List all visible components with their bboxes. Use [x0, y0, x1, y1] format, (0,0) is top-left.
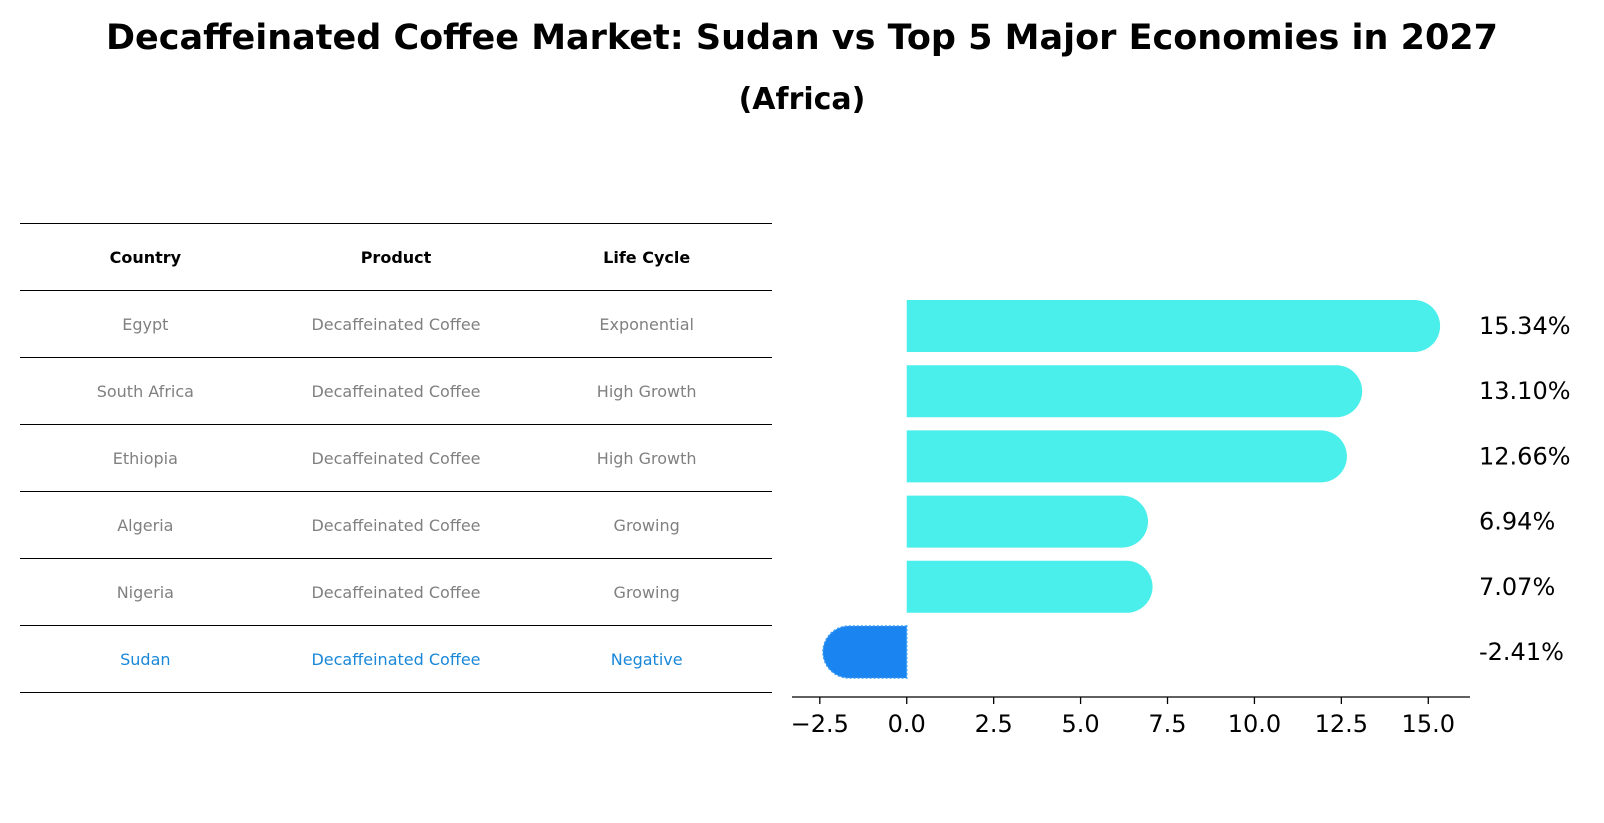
cell-product: Decaffeinated Coffee	[311, 381, 481, 401]
bar-ethiopia	[906, 430, 1347, 483]
x-tick-label: 5.0	[1061, 710, 1099, 738]
cell-product: Decaffeinated Coffee	[311, 515, 481, 535]
cell-country: Algeria	[117, 515, 174, 535]
cell-product: Decaffeinated Coffee	[311, 314, 481, 334]
table-row: Ethiopia Decaffeinated Coffee High Growt…	[20, 425, 772, 492]
table-row: South Africa Decaffeinated Coffee High G…	[20, 358, 772, 425]
table-row: Egypt Decaffeinated Coffee Exponential	[20, 291, 772, 358]
table-row: Nigeria Decaffeinated Coffee Growing	[20, 559, 772, 626]
cell-life-cycle: Growing	[613, 582, 680, 602]
header-country: Country	[109, 247, 182, 267]
table-header-row: Country Product Life Cycle	[20, 224, 772, 291]
cell-country: South Africa	[96, 381, 194, 401]
x-tick-label: 0.0	[888, 710, 926, 738]
cell-country: Nigeria	[116, 582, 174, 602]
x-tick-label: 10.0	[1228, 710, 1281, 738]
cell-life-cycle: Growing	[613, 515, 680, 535]
value-label: -2.41%	[1479, 638, 1564, 666]
x-tick-label: 12.5	[1315, 710, 1368, 738]
bar-egypt	[906, 300, 1441, 352]
cell-country: Sudan	[120, 649, 171, 669]
header-product: Product	[360, 247, 432, 267]
x-tick-label: 7.5	[1148, 710, 1186, 738]
cell-life-cycle: High Growth	[596, 381, 697, 401]
cell-life-cycle: Exponential	[599, 314, 694, 334]
value-label: 6.94%	[1479, 508, 1555, 536]
chart-subtitle: (Africa)	[738, 82, 866, 117]
bar-algeria	[906, 495, 1149, 548]
x-tick-label: 2.5	[975, 710, 1013, 738]
value-label: 7.07%	[1479, 573, 1555, 601]
chart-title: Decaffeinated Coffee Market: Sudan vs To…	[105, 18, 1499, 58]
cell-product: Decaffeinated Coffee	[311, 582, 481, 602]
x-tick-label: −2.5	[791, 710, 849, 738]
cell-country: Ethiopia	[112, 448, 178, 468]
bar-south-africa	[906, 365, 1363, 418]
header-life-cycle: Life Cycle	[603, 247, 691, 267]
cell-product: Decaffeinated Coffee	[311, 448, 481, 468]
cell-country: Egypt	[122, 314, 169, 334]
table-row-highlight: Sudan Decaffeinated Coffee Negative	[20, 626, 772, 693]
bar-sudan	[822, 625, 908, 679]
cell-life-cycle: High Growth	[596, 448, 697, 468]
value-label: 15.34%	[1479, 312, 1571, 340]
cell-product: Decaffeinated Coffee	[311, 649, 481, 669]
data-table: Country Product Life Cycle Egypt Decaffe…	[20, 223, 772, 693]
bar-nigeria	[906, 560, 1153, 613]
value-label: 12.66%	[1479, 442, 1571, 470]
cell-life-cycle: Negative	[610, 649, 683, 669]
x-tick-label: 15.0	[1402, 710, 1455, 738]
table-row: Algeria Decaffeinated Coffee Growing	[20, 492, 772, 559]
value-label: 13.10%	[1479, 377, 1571, 405]
